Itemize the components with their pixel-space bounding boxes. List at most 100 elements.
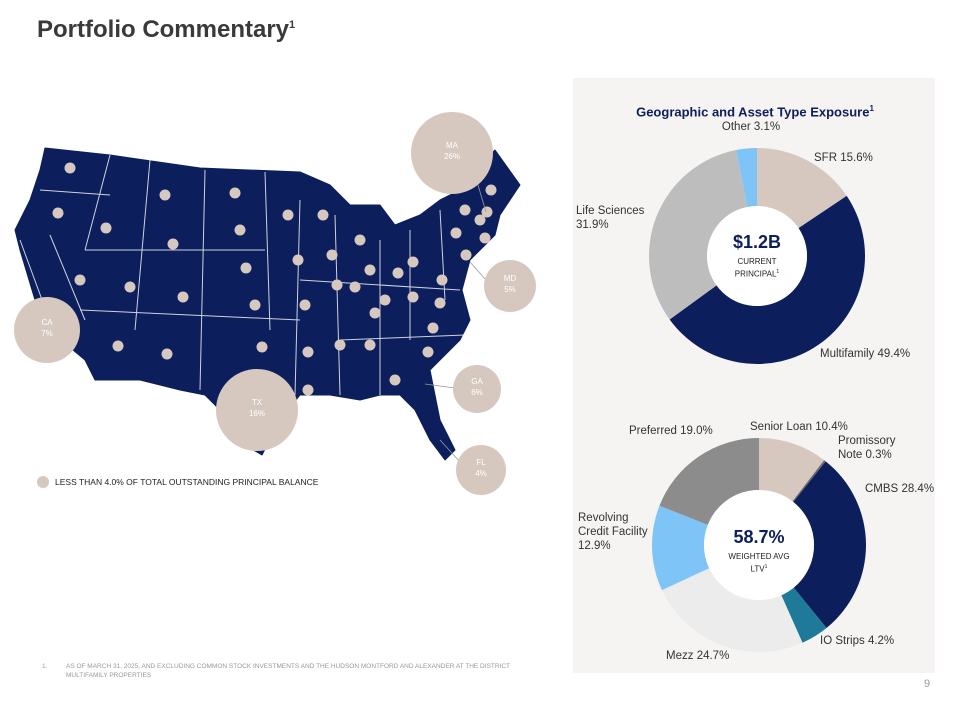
state-dot	[249, 299, 261, 311]
bubble-value: 16%	[249, 409, 265, 418]
chart-title-note: 1	[869, 104, 874, 113]
segment-name: CMBS	[865, 483, 899, 495]
state-dot	[100, 222, 112, 234]
donut-hole	[707, 206, 807, 306]
segment-value: 4.2%	[867, 635, 895, 647]
state-dot	[369, 307, 381, 319]
state-dot	[52, 207, 64, 219]
state-dot	[407, 256, 419, 268]
segment-label: IO Strips 4.2%	[820, 634, 894, 648]
state-dot	[167, 238, 179, 250]
donut-center: $1.2B CURRENT PRINCIPAL1	[707, 232, 807, 280]
state-dot	[364, 339, 376, 351]
segment-value: 28.4%	[901, 483, 935, 495]
donut-segment	[649, 150, 748, 320]
state-dot	[485, 184, 497, 196]
state-dot	[302, 384, 314, 396]
bubble-value: 7%	[41, 329, 53, 338]
state-dot	[161, 348, 173, 360]
state-dot	[389, 374, 401, 386]
map-bubble	[216, 369, 298, 451]
state-dot	[331, 279, 343, 291]
state-dot	[256, 341, 268, 353]
segment-label: Multifamily 49.4%	[820, 347, 910, 361]
chart-title: Geographic and Asset Type Exposure1	[575, 104, 935, 119]
state-dot	[349, 281, 361, 293]
segment-label: SFR 15.6%	[814, 151, 873, 165]
bubble-state: TX	[252, 398, 263, 407]
bubble-value: 6%	[471, 388, 483, 397]
state-dot	[64, 162, 76, 174]
bubble-state: FL	[476, 458, 486, 467]
donut-segment	[659, 438, 759, 525]
state-dot	[422, 346, 434, 358]
state-dot	[74, 274, 86, 286]
donut-segment	[651, 505, 710, 591]
center-value: 58.7%	[733, 527, 785, 547]
state-dot	[326, 249, 338, 261]
segment-name: Preferred	[629, 425, 677, 437]
segment-name: Other	[721, 121, 751, 133]
slide-title: Portfolio Commentary1	[37, 16, 295, 44]
state-dot	[436, 274, 448, 286]
map-legend: LESS THAN 4.0% OF TOTAL OUTSTANDING PRIN…	[55, 477, 319, 487]
state-borders	[19, 154, 466, 396]
donut-segment	[792, 460, 826, 502]
segment-label: Revolving Credit Facility 12.9%	[578, 511, 658, 553]
segment-value: 49.4%	[877, 348, 911, 360]
segment-name: Promissory Note	[838, 435, 896, 461]
state-dot	[481, 206, 493, 218]
map-bubble	[411, 112, 493, 194]
state-dot	[392, 267, 404, 279]
segment-value: 12.9%	[578, 540, 611, 552]
map-bubble	[484, 260, 536, 312]
state-dot	[427, 322, 439, 334]
segment-label: Life Sciences 31.9%	[576, 204, 644, 232]
center-note: 1	[776, 269, 780, 275]
donut-hole	[704, 490, 814, 600]
state-dot	[229, 187, 241, 199]
segment-label: CMBS 28.4%	[865, 482, 934, 496]
state-dot	[434, 297, 446, 309]
state-dot	[302, 346, 314, 358]
segment-value: 24.7%	[696, 650, 730, 662]
map-bubble	[14, 297, 80, 363]
state-dot	[354, 234, 366, 246]
bubble-state: GA	[471, 377, 483, 386]
footnote: 1. AS OF MARCH 31, 2025, AND EXCLUDING CO…	[42, 662, 542, 680]
state-dot	[240, 262, 252, 274]
state-dots	[52, 162, 497, 396]
bubble-value: 5%	[504, 285, 516, 294]
center-label: CURRENT PRINCIPAL	[734, 257, 777, 279]
segment-name: Multifamily	[820, 348, 875, 360]
state-dot	[317, 209, 329, 221]
segment-name: Life Sciences	[576, 205, 645, 217]
state-dot	[177, 291, 189, 303]
segment-name: Mezz	[666, 650, 694, 662]
segment-value: 10.4%	[815, 421, 848, 433]
center-label-wrap: CURRENT PRINCIPAL1	[722, 256, 792, 280]
state-dot	[292, 254, 304, 266]
segment-name: Senior Loan	[750, 421, 813, 433]
donut-segment	[793, 461, 866, 629]
title-text: Portfolio Commentary	[37, 16, 290, 43]
segment-name: SFR	[814, 152, 837, 164]
chart-title-text: Geographic and Asset Type Exposure	[636, 104, 870, 120]
state-dot	[379, 294, 391, 306]
segment-value: 31.9%	[576, 219, 609, 231]
donut-segment	[736, 148, 757, 207]
segment-name: IO Strips	[820, 635, 865, 647]
donut-segment	[757, 148, 847, 229]
center-label-wrap: WEIGHTED AVG LTV1	[724, 551, 794, 575]
state-dot	[112, 340, 124, 352]
donut-segment	[661, 568, 803, 653]
segment-value: 19.0%	[680, 425, 713, 437]
page-number: 9	[924, 678, 931, 690]
state-dot	[479, 232, 491, 244]
center-value: $1.2B	[732, 232, 782, 252]
segment-label: Other 3.1%	[716, 120, 786, 134]
state-dot	[407, 291, 419, 303]
segment-name: Revolving Credit Facility	[578, 512, 648, 538]
map-bubble	[453, 365, 501, 413]
